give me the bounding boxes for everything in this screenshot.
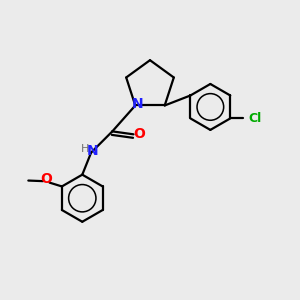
Text: O: O: [40, 172, 52, 186]
Text: N: N: [87, 144, 98, 158]
Text: O: O: [134, 127, 145, 141]
Text: H: H: [80, 144, 89, 154]
Text: Cl: Cl: [248, 112, 262, 125]
Text: N: N: [131, 97, 143, 111]
